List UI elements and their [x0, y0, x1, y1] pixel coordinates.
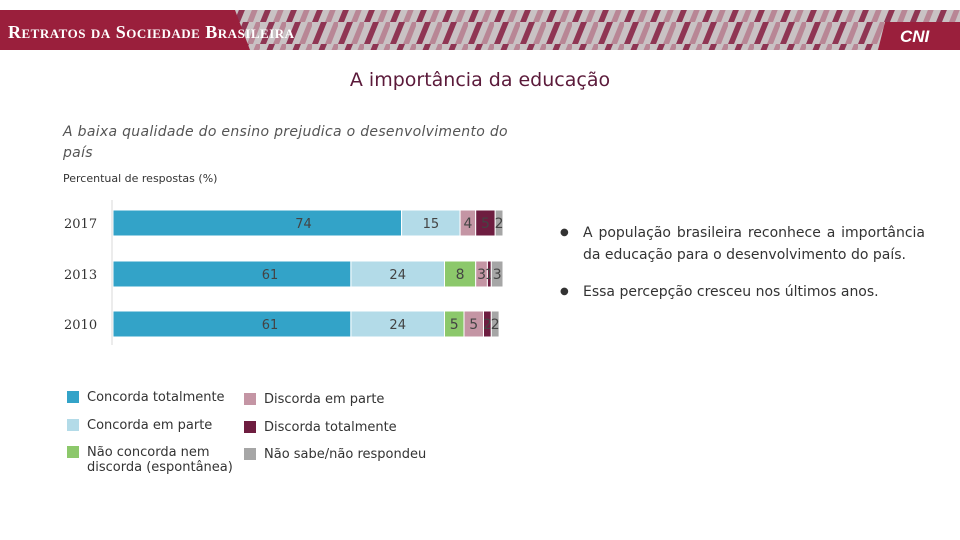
legend-item: Não concorda nem discorda (espontânea): [67, 445, 237, 475]
data-label: 74: [295, 217, 312, 232]
data-label: 3: [477, 267, 486, 283]
data-label: 2: [483, 317, 492, 333]
data-label: 61: [262, 318, 279, 333]
legend-item: Discorda em parte: [244, 392, 384, 407]
data-label: 24: [389, 268, 406, 283]
data-label: 2: [495, 216, 504, 232]
legend-swatch: [244, 421, 256, 433]
bullet-text: Essa percepção cresceu nos últimos anos.: [583, 284, 879, 300]
bar-segment: [490, 260, 504, 288]
legend-item: Concorda em parte: [67, 418, 237, 433]
header-banner: Retratos da Sociedade Brasileira CNI: [0, 0, 960, 60]
data-label: 24: [389, 318, 406, 333]
data-label: 5: [469, 317, 478, 333]
bar-segment: [112, 310, 352, 338]
bar-segment: [444, 260, 477, 288]
legend-swatch: [67, 446, 79, 458]
legend-item: Discorda totalmente: [244, 420, 397, 435]
bar-segment: [494, 209, 504, 237]
bullet-item: ● Essa percepção cresceu nos últimos ano…: [560, 281, 925, 303]
legend-swatch: [67, 391, 79, 403]
data-label: 61: [262, 268, 279, 283]
banner-background: [0, 10, 960, 50]
bar-segment: [401, 209, 461, 237]
data-label: 3: [493, 267, 502, 283]
page-title: A importância da educação: [349, 69, 611, 91]
data-label: 2: [491, 317, 500, 333]
key-findings: ● A população brasileira reconhece a imp…: [560, 222, 925, 318]
legend-label: Concorda em parte: [87, 418, 213, 433]
bullet-icon: ●: [560, 286, 569, 297]
bullet-icon: ●: [560, 227, 569, 238]
legend-swatch: [244, 448, 256, 460]
data-label: 4: [463, 216, 472, 232]
category-label: 2010: [64, 318, 97, 333]
bar-segment: [112, 209, 403, 237]
data-label: 5: [450, 317, 459, 333]
legend-item: Concorda totalmente: [67, 390, 237, 405]
legend-label: Não concorda nem discorda (espontânea): [87, 445, 233, 475]
data-label: 8: [456, 267, 465, 283]
cni-logo: CNI: [900, 27, 930, 46]
legend-label: Não sabe/não respondeu: [264, 447, 427, 462]
data-label: 1: [485, 267, 494, 283]
bar-segment: [350, 310, 445, 338]
banner-title: Retratos da Sociedade Brasileira: [8, 22, 295, 42]
legend-item: Não sabe/não respondeu: [244, 447, 426, 462]
legend-label: Discorda em parte: [264, 392, 385, 407]
legend-swatch: [244, 393, 256, 405]
bar-segment: [490, 310, 500, 338]
bullet-text: A população brasileira reconhece a impor…: [583, 225, 925, 263]
legend-label: Concorda totalmente: [87, 390, 225, 405]
legend-label: Discorda totalmente: [264, 420, 397, 435]
category-label: 2017: [64, 217, 97, 232]
category-label: 2013: [64, 268, 97, 283]
chart-subtitle: A baixa qualidade do ensino prejudica o …: [63, 124, 508, 161]
legend-swatch: [67, 419, 79, 431]
unit-label: Percentual de respostas (%): [63, 172, 218, 185]
data-label: 15: [423, 217, 440, 232]
banner-title-band: [0, 10, 250, 50]
data-label: 5: [481, 216, 490, 232]
bullet-item: ● A população brasileira reconhece a imp…: [560, 222, 925, 266]
bar-segment: [112, 260, 352, 288]
